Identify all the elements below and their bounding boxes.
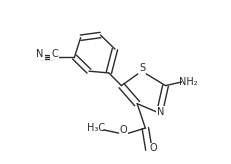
Text: O: O <box>150 143 157 153</box>
Text: H₃C: H₃C <box>87 123 105 133</box>
Text: N: N <box>36 49 44 59</box>
Text: N: N <box>157 107 164 117</box>
Text: C: C <box>51 49 58 59</box>
Text: O: O <box>120 125 128 135</box>
Text: S: S <box>139 63 145 73</box>
Text: NH₂: NH₂ <box>179 77 198 87</box>
